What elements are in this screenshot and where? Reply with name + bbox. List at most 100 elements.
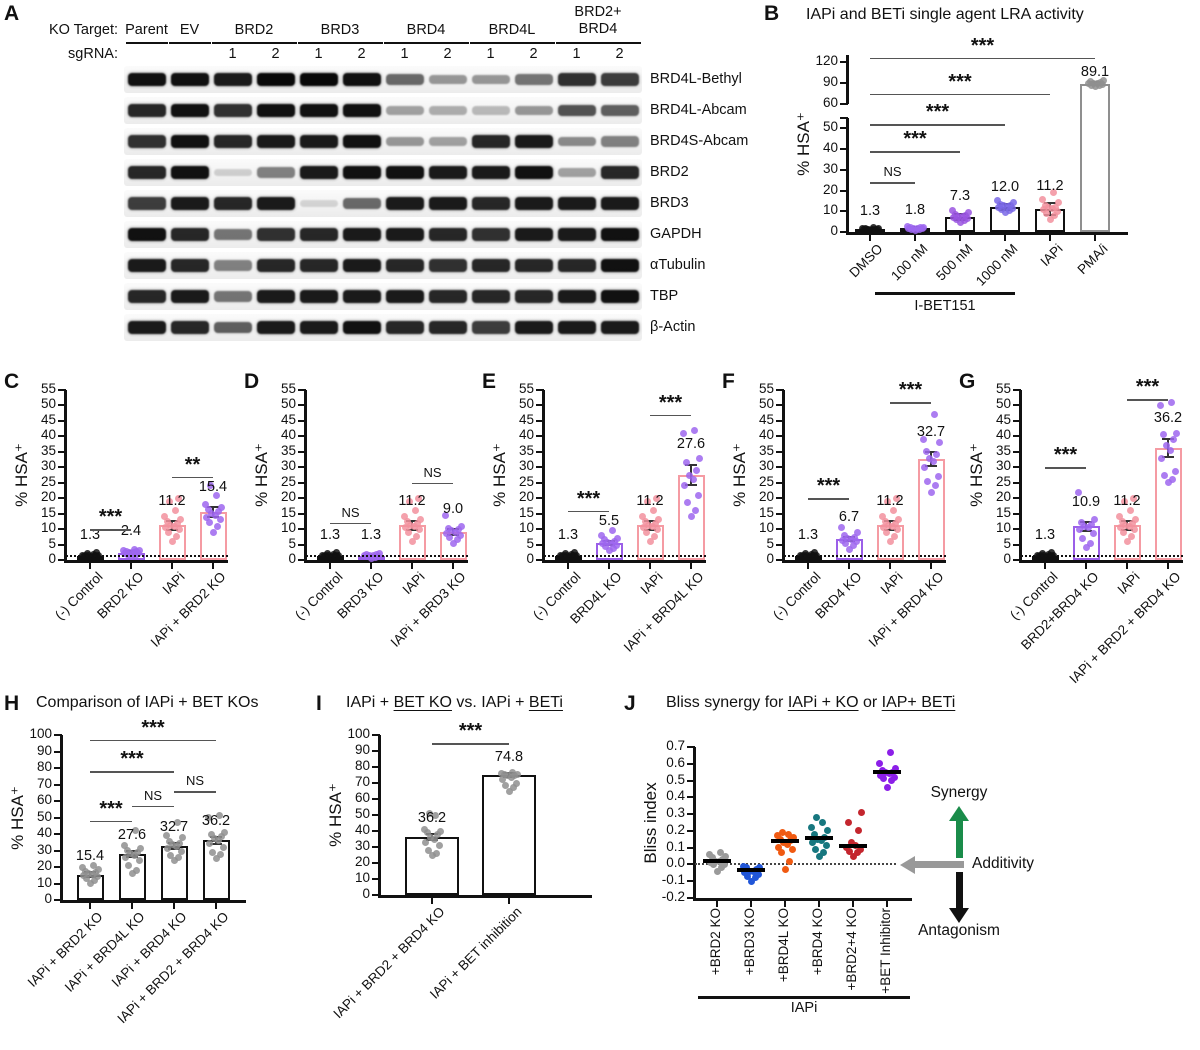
error-bar-cap	[925, 464, 937, 467]
y-tick-label: 10	[995, 520, 1011, 536]
ko-group-label: BRD4	[406, 22, 446, 38]
data-point	[695, 454, 703, 462]
data-point	[751, 874, 759, 882]
y-tick	[54, 882, 62, 885]
y-tick-label: 55	[280, 381, 296, 396]
y-tick-label: 50	[518, 396, 534, 412]
data-point	[845, 847, 853, 855]
data-point	[682, 459, 690, 467]
bar	[405, 837, 459, 895]
data-point	[887, 777, 895, 785]
y-tick	[298, 512, 306, 515]
additivity-left-arrow	[914, 861, 964, 868]
data-point	[683, 499, 691, 507]
data-point	[1049, 189, 1057, 197]
bar	[1080, 83, 1110, 232]
x-axis	[60, 900, 246, 903]
blot-band	[514, 74, 553, 85]
data-point	[609, 544, 617, 552]
data-point	[889, 507, 897, 515]
sgrna-number: 2	[529, 46, 538, 62]
y-tick	[1013, 435, 1021, 438]
error-bar-cap	[884, 520, 896, 523]
blot-strip	[124, 159, 642, 186]
blot-row-label: BRD4L-Abcam	[650, 102, 747, 118]
x-category-label: +BRD4L KO	[776, 908, 791, 983]
y-tick-label: 50	[280, 396, 296, 412]
bar-value-label: 27.6	[117, 827, 147, 844]
blot-band	[600, 320, 639, 335]
blot-band	[471, 259, 510, 272]
blot-strip	[124, 190, 642, 217]
data-point	[1051, 203, 1059, 211]
blot-band	[213, 229, 252, 240]
data-point	[375, 550, 383, 557]
data-point	[212, 855, 220, 863]
significance-bracket-line	[432, 743, 509, 745]
y-tick	[58, 389, 66, 391]
significance-bracket-line	[1045, 467, 1086, 469]
blot-band	[557, 136, 596, 147]
y-tick	[1013, 497, 1021, 500]
data-point	[128, 870, 136, 878]
error-bar-cap	[1044, 213, 1056, 216]
y-tick	[298, 559, 306, 561]
data-point	[441, 511, 449, 519]
x-category-label: IAPi	[399, 569, 428, 598]
blot-band	[428, 136, 467, 147]
blot-band	[342, 72, 381, 87]
y-tick-label: 25	[518, 473, 534, 489]
y-tick-label: 55	[518, 381, 534, 396]
bar-value-label: 9.0	[442, 500, 464, 517]
data-point	[876, 772, 884, 780]
data-point	[130, 545, 138, 553]
data-point	[212, 491, 220, 499]
panel-d-chart: D 0 5 10 15 20 25 30 35 40 45 50 55% HSA⁺ 1.3 (-) Con…	[240, 368, 478, 698]
data-point	[923, 477, 931, 485]
y-tick	[58, 450, 66, 453]
antagonism-label: Antagonism	[918, 922, 1000, 939]
y-tick-label: 10	[36, 874, 52, 890]
data-point	[1168, 476, 1176, 484]
blot-band	[256, 228, 295, 241]
blot-band	[170, 165, 209, 180]
data-point	[857, 808, 865, 816]
bar	[1154, 448, 1182, 560]
blot-band	[213, 104, 252, 117]
error-bar-cap	[685, 483, 697, 486]
data-point	[689, 476, 697, 484]
x-tick	[431, 897, 433, 904]
y-tick-label: 5	[1003, 535, 1011, 551]
blot-band	[385, 196, 424, 211]
ko-group-underline	[125, 42, 168, 44]
baseline-dotted-line	[66, 554, 228, 557]
ko-group-label: BRD4L	[488, 22, 536, 38]
data-point	[86, 880, 94, 887]
y-tick	[536, 435, 544, 438]
blot-band	[514, 196, 553, 211]
y-tick-label: 70	[354, 774, 370, 789]
y-tick	[536, 559, 544, 561]
data-point	[1157, 454, 1165, 462]
blot-band	[299, 165, 338, 180]
x-tick	[567, 562, 569, 569]
x-category-label: IAPi	[1037, 241, 1066, 270]
y-tick	[776, 559, 784, 561]
y-tick-label: 20	[518, 489, 534, 505]
blot-band	[256, 103, 295, 118]
y-tick-label: 0.0	[666, 855, 685, 871]
data-point	[743, 872, 751, 880]
data-point	[931, 482, 939, 490]
significance-bracket-line	[90, 820, 132, 823]
data-point	[215, 812, 223, 820]
x-tick	[130, 562, 132, 569]
significance-label: NS	[883, 164, 902, 180]
axis-break-cap	[840, 117, 848, 119]
data-point	[428, 851, 436, 859]
x-category-label: 1000 nM	[972, 241, 1021, 289]
x-category-label: IAPi	[637, 569, 666, 598]
y-tick-label: 15	[40, 504, 56, 520]
y-tick	[54, 734, 62, 736]
significance-bracket-line	[90, 771, 174, 773]
